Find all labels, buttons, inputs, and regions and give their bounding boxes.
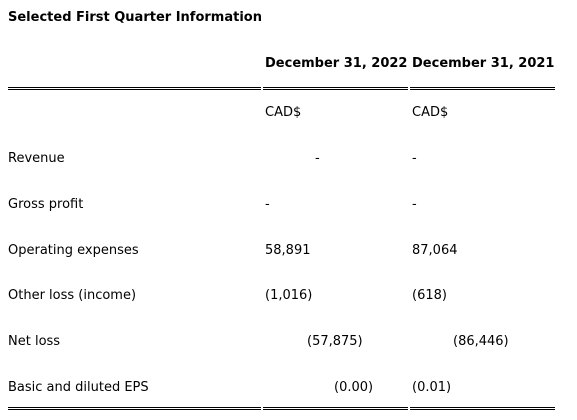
column-header-2022: December 31, 2022 <box>265 56 408 71</box>
footer-rule-2021 <box>410 407 555 410</box>
operating-expenses-2022: 58,891 <box>265 243 311 258</box>
row-label-revenue: Revenue <box>8 151 65 166</box>
header-rule-2021 <box>410 87 555 90</box>
other-loss-2022: (1,016) <box>265 288 313 303</box>
currency-label-2022: CAD$ <box>265 105 302 120</box>
currency-label-2021: CAD$ <box>412 105 449 120</box>
row-label-eps: Basic and diluted EPS <box>8 380 149 395</box>
row-label-gross-profit: Gross profit <box>8 197 84 212</box>
eps-2021: (0.01) <box>412 380 452 395</box>
operating-expenses-2021: 87,064 <box>412 243 458 258</box>
page-title: Selected First Quarter Information <box>8 10 262 25</box>
header-rule-2022 <box>263 87 408 90</box>
footer-rule-label <box>8 407 261 410</box>
other-loss-2021: (618) <box>412 288 447 303</box>
revenue-2022: - <box>315 151 320 166</box>
column-header-2021: December 31, 2021 <box>412 56 555 71</box>
row-label-other-loss: Other loss (income) <box>8 288 137 303</box>
footer-rule-2022 <box>263 407 408 410</box>
net-loss-2022: (57,875) <box>307 334 363 349</box>
revenue-2021: - <box>412 151 417 166</box>
gross-profit-2022: - <box>265 197 270 212</box>
header-rule-label <box>8 87 261 90</box>
row-label-net-loss: Net loss <box>8 334 61 349</box>
eps-2022: (0.00) <box>334 380 374 395</box>
gross-profit-2021: - <box>412 197 417 212</box>
row-label-operating-expenses: Operating expenses <box>8 243 139 258</box>
net-loss-2021: (86,446) <box>453 334 509 349</box>
